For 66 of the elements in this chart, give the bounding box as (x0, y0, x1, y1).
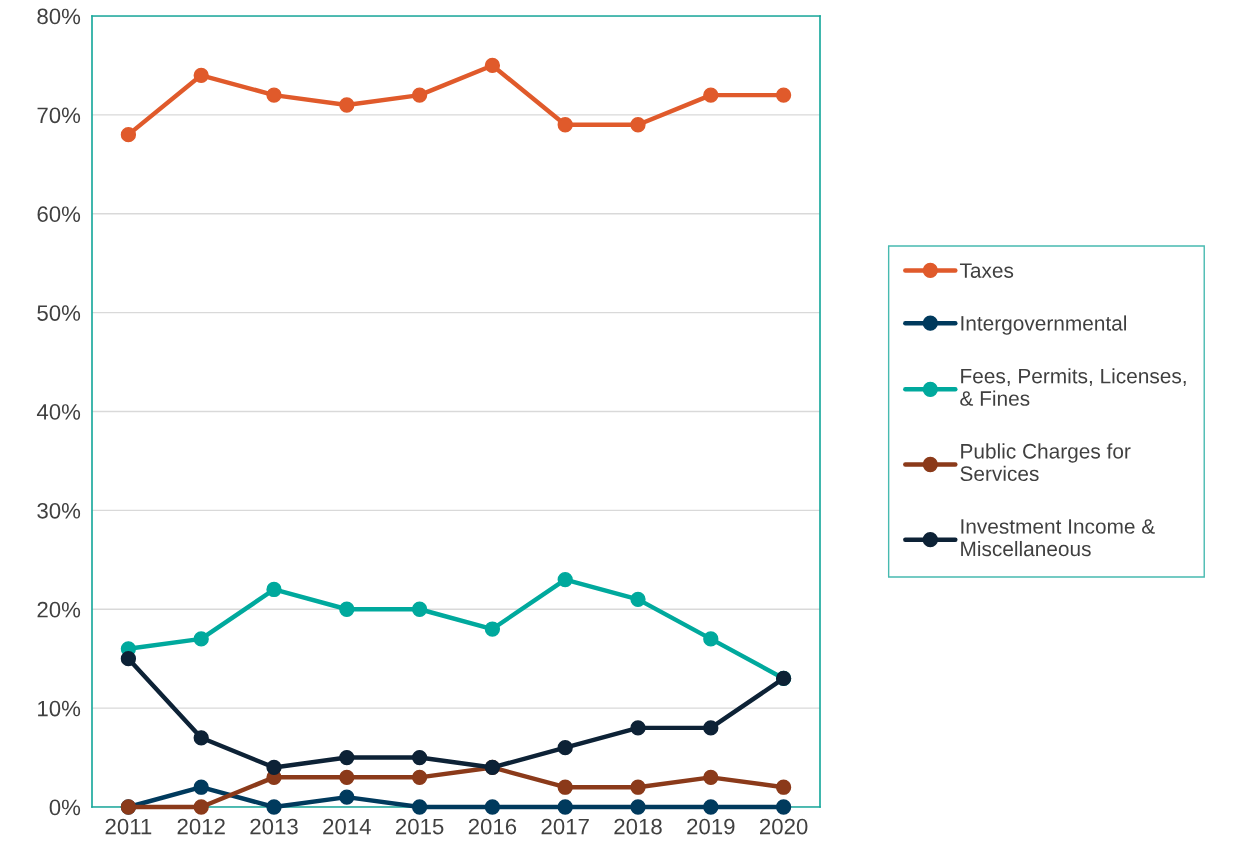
point (557, 779, 573, 795)
y-tick-label: 40% (36, 404, 81, 420)
point (266, 87, 282, 103)
point (339, 601, 355, 617)
point (411, 769, 428, 785)
legend-label: Intergovernmental (961, 315, 1127, 335)
point (193, 799, 209, 815)
point (630, 117, 646, 133)
point (703, 87, 719, 103)
point (703, 720, 719, 736)
point (339, 769, 355, 785)
point (630, 591, 646, 608)
legend-label: Fees, Permits, Licenses, & Fines (960, 368, 1186, 406)
point (484, 621, 501, 637)
legend-label: Public Charges for Services (960, 443, 1131, 482)
point (630, 720, 646, 736)
point (339, 789, 355, 805)
point (484, 799, 501, 815)
point (193, 67, 209, 83)
point (557, 571, 573, 588)
point (630, 799, 646, 815)
point (411, 749, 428, 766)
point (339, 97, 355, 113)
point (193, 631, 209, 647)
point (193, 779, 209, 795)
x-tick-label: 2018 (614, 818, 662, 835)
point (630, 779, 646, 795)
legend-label: Investment Income & Miscellaneous (961, 519, 1155, 557)
point (266, 799, 282, 815)
point (557, 117, 573, 133)
point (411, 601, 428, 617)
x-tick-label: 2011 (105, 818, 152, 835)
y-tick-label: 20% (37, 601, 81, 618)
point (266, 581, 282, 598)
point (339, 749, 355, 766)
point (775, 779, 792, 795)
y-tick-label: 30% (37, 502, 81, 519)
point (703, 631, 719, 647)
point (703, 799, 719, 815)
point (557, 799, 573, 815)
point (193, 730, 209, 746)
point (703, 769, 719, 785)
y-tick-label: 10% (38, 700, 81, 717)
y-tick-label: 60% (37, 206, 81, 223)
point (120, 651, 137, 667)
point (775, 87, 792, 103)
x-tick-label: 2020 (760, 818, 808, 835)
point (484, 57, 501, 74)
x-tick-label: 2012 (177, 818, 225, 835)
x-tick-label: 2015 (396, 818, 444, 835)
point (411, 87, 428, 103)
point (557, 740, 573, 756)
x-tick-label: 2017 (541, 818, 589, 835)
x-tick-label: 2014 (323, 818, 371, 835)
point (411, 799, 428, 815)
y-tick-label: 50% (37, 305, 81, 321)
point (266, 759, 282, 776)
point (120, 127, 137, 143)
y-tick-label: 0% (49, 799, 81, 816)
y-tick-label: 80% (37, 8, 81, 25)
legend-label: Taxes (959, 263, 1014, 278)
y-tick-label: 70% (37, 107, 81, 124)
point (775, 799, 792, 815)
x-tick-label: 2013 (250, 818, 298, 835)
x-tick-label: 2016 (468, 818, 517, 835)
x-tick-label: 2019 (687, 818, 735, 835)
